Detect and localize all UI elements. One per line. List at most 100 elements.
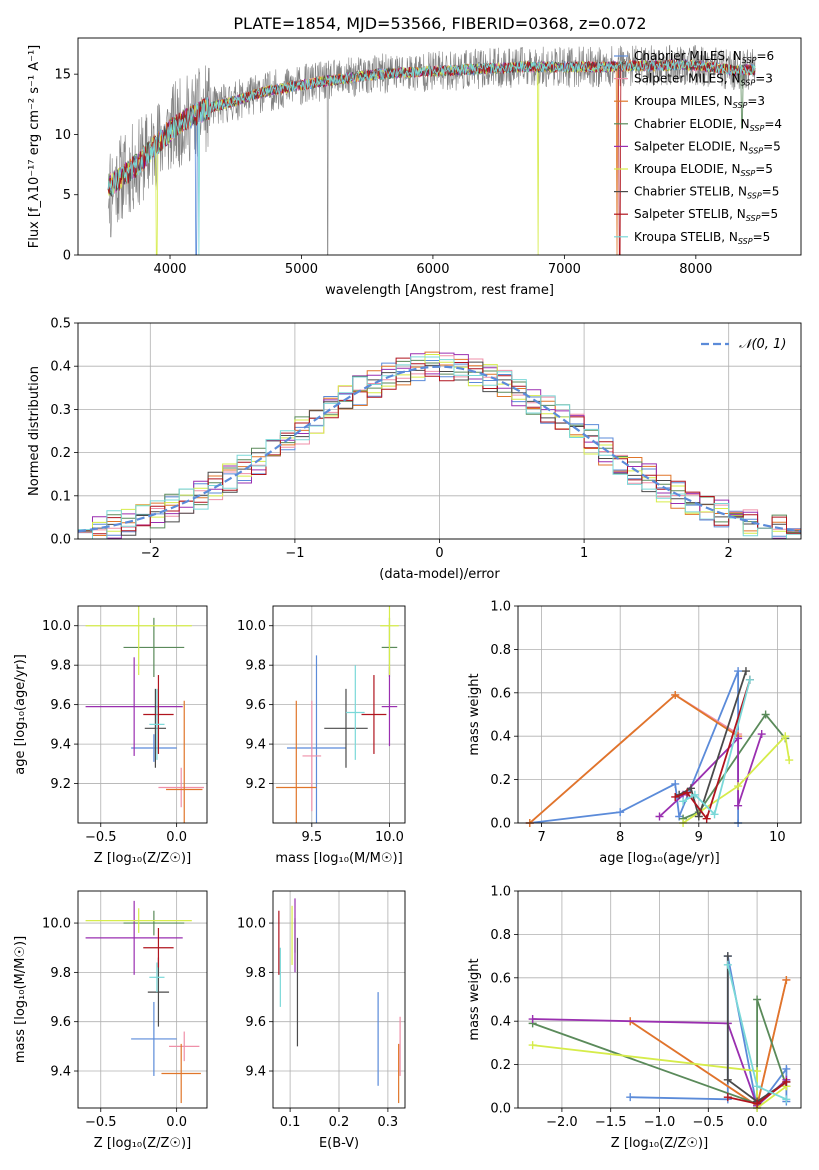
y-tick-label: 0.0 [50,533,71,548]
x-tick-label: 0.0 [166,830,187,845]
weight-point-chabrier-miles [626,1093,635,1102]
x-axis-label: Z [log₁₀(Z/Z☉)] [611,1136,708,1151]
weight-point-kroupa-stelib [679,797,688,806]
y-tick-label: 9.6 [245,1015,266,1030]
y-tick-label: 0.4 [490,1015,511,1030]
weight-point-chabrier-stelib [686,784,695,793]
y-tick-label: 9.4 [245,738,266,753]
y-tick-label: 0.3 [50,403,71,418]
axes-frame [517,890,802,1109]
y-tick-label: 0.2 [490,1058,511,1073]
y-tick-label: 1.0 [490,885,511,900]
weight-point-kroupa-elodie [785,756,794,765]
y-tick-label: 0.4 [50,360,71,375]
weight-point-salpeter-elodie [734,801,743,810]
y-tick-label: 9.6 [50,698,71,713]
gaussian-curve [78,365,801,533]
weight-point-chabrier-stelib [723,952,732,961]
x-tick-label: −1.5 [595,1115,627,1130]
axes-frame [517,605,802,824]
legend-label-salpeter-elodie: Salpeter ELODIE, NSSP=5 [634,139,781,155]
weight-point-salpeter-stelib [702,814,711,823]
y-tick-label: 9.4 [245,1065,266,1080]
weight-point-chabrier-miles [616,808,625,817]
x-tick-label: 2 [725,546,733,561]
x-tick-label: 0.1 [280,1115,301,1130]
y-tick-label: 0.2 [490,773,511,788]
y-axis-label: mass weight [467,673,482,755]
y-tick-label: 10.0 [42,917,71,932]
legend-label-kroupa-stelib: Kroupa STELIB, NSSP=5 [634,230,770,246]
weight-point-salpeter-elodie [734,734,743,743]
x-tick-label: 7000 [548,262,581,277]
y-tick-label: 0.0 [490,817,511,832]
axes-frame [272,605,406,824]
x-axis-label: wavelength [Angstrom, rest frame] [325,283,554,298]
legend-label-kroupa-miles: Kroupa MILES, NSSP=3 [634,94,765,110]
y-tick-label: 0.8 [490,928,511,943]
weight-point-kroupa-elodie [734,782,743,791]
axes-frame [272,890,406,1109]
y-tick-label: 9.8 [50,659,71,674]
legend-label-salpeter-miles: Salpeter MILES, NSSP=3 [634,72,773,88]
legend-label-salpeter-stelib: Salpeter STELIB, NSSP=5 [634,207,778,223]
weight-point-chabrier-miles [734,667,743,676]
x-axis-label: (data-model)/error [379,567,500,582]
axes-frame [77,37,802,256]
axes-frame [77,605,208,824]
x-tick-label: 10.0 [375,830,404,845]
legend-label-gaussian: 𝒩(0, 1) [739,337,786,352]
weight-point-salpeter-stelib [723,1093,732,1102]
y-axis-label: mass weight [467,958,482,1040]
histogram-chabrier-stelib [78,361,801,536]
weight-line-chabrier-miles [630,955,788,1108]
y-tick-label: 10 [54,128,71,143]
weight-line-chabrier-elodie [682,713,786,820]
weight-point-kroupa-stelib [782,1095,791,1104]
legend-label-chabrier-stelib: Chabrier STELIB, NSSP=5 [634,185,779,201]
y-tick-label: 0.8 [490,643,511,658]
weight-point-kroupa-elodie [753,1067,762,1076]
weight-point-kroupa-stelib [745,675,754,684]
weight-point-salpeter-stelib [753,1099,762,1108]
y-tick-label: 0.4 [490,730,511,745]
x-tick-label: 8 [616,830,624,845]
y-tick-label: 5 [63,188,71,203]
weight-point-kroupa-stelib [753,1082,762,1091]
weight-point-chabrier-elodie [761,710,770,719]
y-tick-label: 10.0 [237,917,266,932]
x-tick-label: 0.0 [166,1115,187,1130]
y-tick-label: 10.0 [42,619,71,634]
x-axis-label: age [log₁₀(age/yr)] [599,851,720,866]
weight-point-salpeter-elodie [655,812,664,821]
weight-point-salpeter-elodie [528,1015,537,1024]
weight-point-chabrier-elodie [753,995,762,1004]
y-axis-label: Normed distribution [27,366,42,496]
x-tick-label: 10 [769,830,786,845]
weight-point-kroupa-elodie [528,1041,537,1050]
weight-point-chabrier-stelib [694,812,703,821]
x-tick-label: 9.5 [301,830,322,845]
spectrum-panel: 4000 5000 6000 7000 8000 0 5 10 15 wavelength [An… [27,37,802,298]
x-tick-label: −0.5 [85,830,117,845]
weight-line-chabrier-elodie [532,999,788,1105]
y-axis-label: mass [log₁₀(M/M☉)] [13,936,28,1063]
weight-point-salpeter-elodie [757,730,766,739]
figure-title: PLATE=1854, MJD=53566, FIBERID=0368, z=0… [233,14,646,33]
axes-frame [77,322,802,540]
x-tick-label: 1 [580,546,588,561]
x-tick-label: 4000 [153,262,186,277]
y-tick-label: 0.0 [490,1102,511,1117]
age-vs-metallicity-panel: −0.5 0.0 9.2 9.4 9.6 9.8 10.0 Z [log₁₀(Z/Z☉)] ag… [13,605,208,866]
x-tick-label: −1 [285,546,304,561]
legend-label-kroupa-elodie: Kroupa ELODIE, NSSP=5 [634,162,773,178]
weight-point-kroupa-stelib [723,960,732,969]
y-tick-label: 9.2 [245,777,266,792]
mass-vs-ebv-panel: 0.1 0.2 0.3 9.4 9.6 9.8 10.0 E(B-V) [237,890,406,1151]
weight-point-chabrier-stelib [741,667,750,676]
weight-point-kroupa-miles [671,690,680,699]
weight-vs-metallicity-panel: −2.0 −1.5 −1.0 −0.5 0.0 0.0 0.2 0.4 0.6 0.8 1.0 Z [… [467,885,802,1151]
y-tick-label: 9.6 [245,698,266,713]
y-tick-label: 9.6 [50,1015,71,1030]
weight-point-salpeter-stelib [683,788,692,797]
